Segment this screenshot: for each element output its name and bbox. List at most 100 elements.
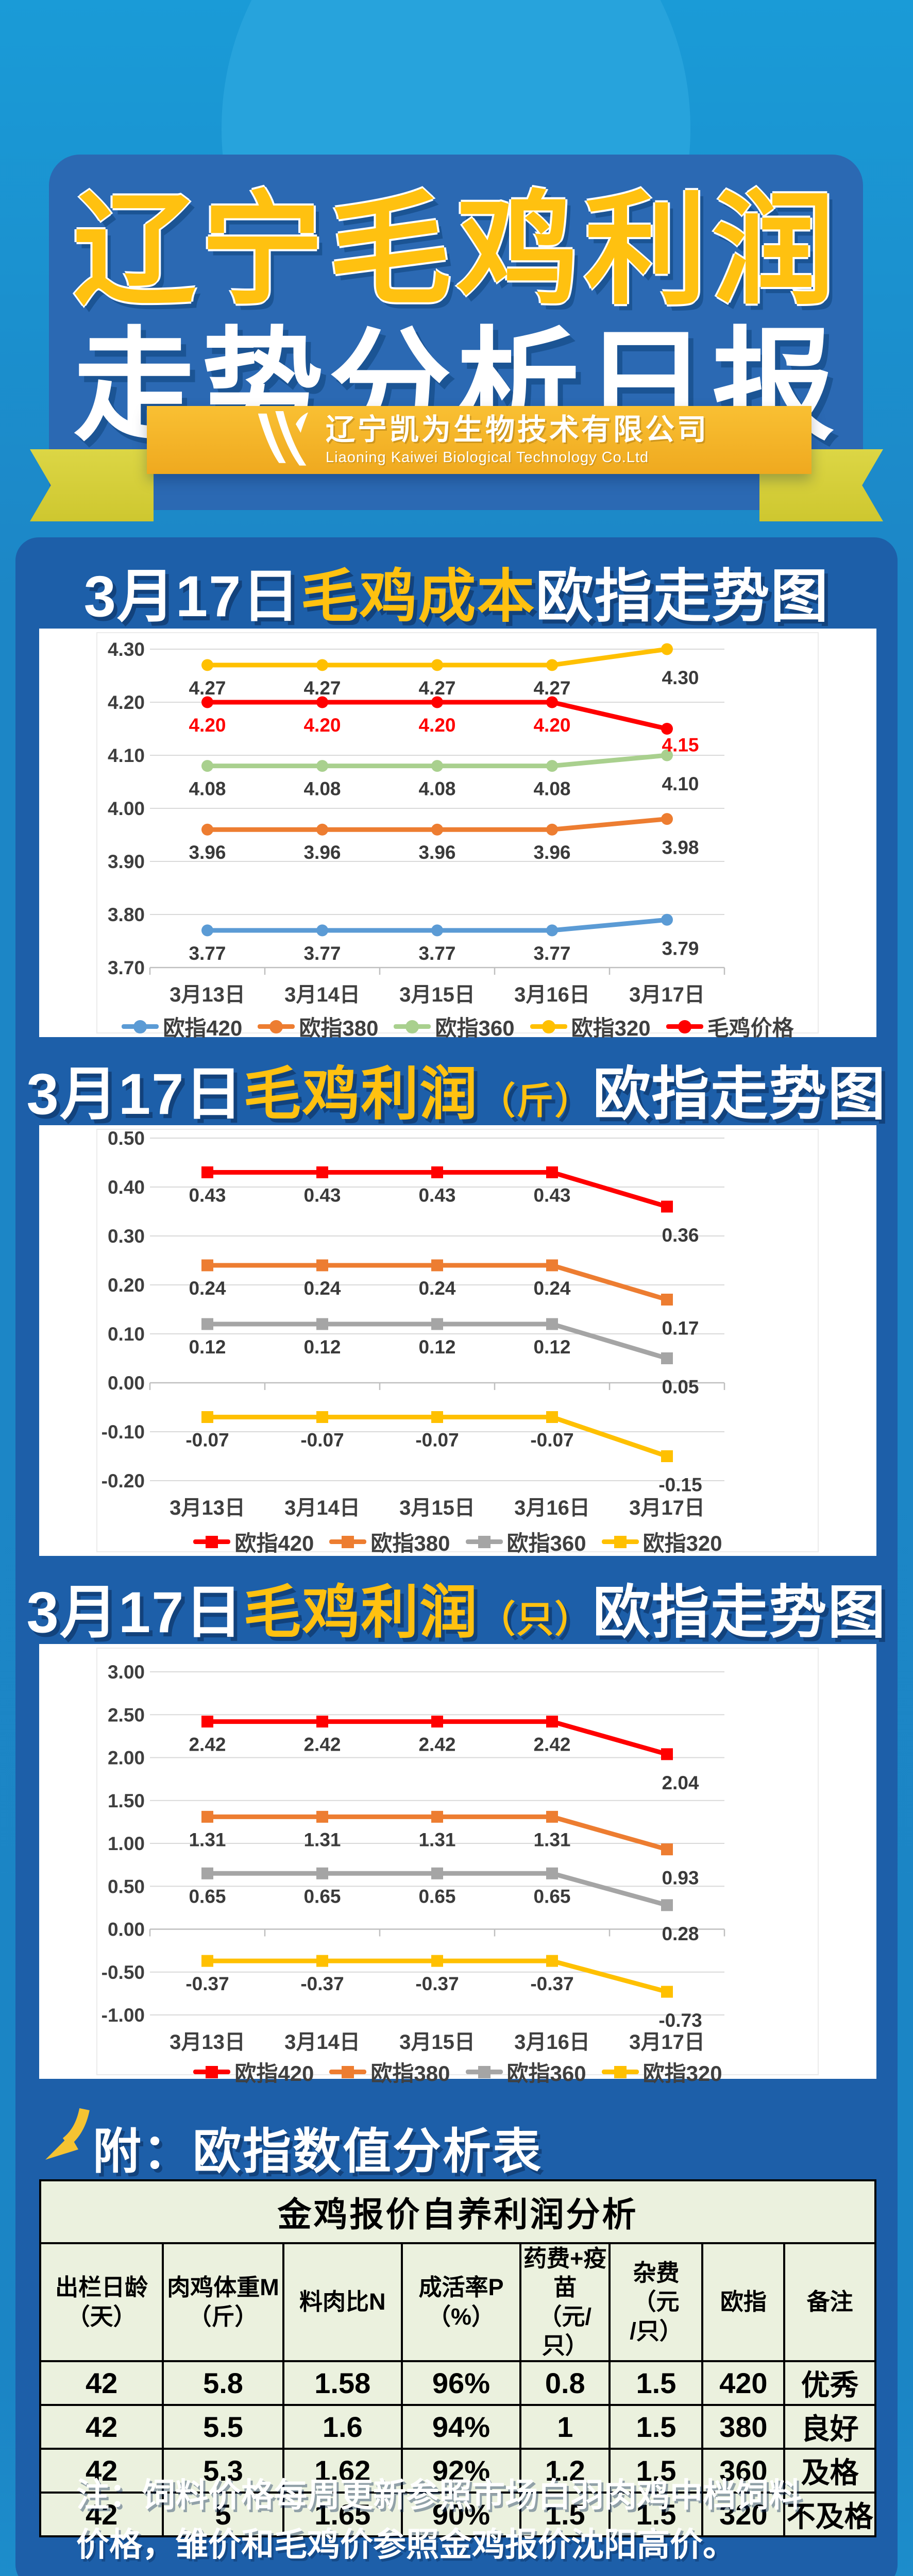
- line-chart-svg-1: 4.30 4.20 4.10 4.00 3.90 3.80 3.70 3.77 3.77 3.77…: [96, 632, 819, 1033]
- svg-text:3月16日: 3月16日: [514, 1497, 590, 1519]
- table-cell: 96%: [400, 2360, 522, 2406]
- table-cell: 不及格: [783, 2492, 876, 2537]
- svg-text:0.43: 0.43: [303, 1185, 341, 1206]
- svg-text:3.96: 3.96: [533, 842, 570, 863]
- legend-marker-icon: [465, 2065, 503, 2078]
- table-cell: 1: [519, 2404, 611, 2450]
- svg-text:3月15日: 3月15日: [399, 2031, 475, 2054]
- table-title: 金鸡报价自养利润分析: [39, 2179, 876, 2244]
- section2-paren: （斤）: [478, 1081, 593, 1122]
- table-cell: 42: [39, 2360, 164, 2406]
- table-cell: 42: [39, 2404, 164, 2450]
- svg-text:3.96: 3.96: [303, 842, 341, 863]
- legend-marker-icon: [601, 1535, 639, 1548]
- svg-text:-0.15: -0.15: [658, 1475, 702, 1496]
- svg-text:2.42: 2.42: [533, 1734, 570, 1755]
- svg-text:4.08: 4.08: [418, 778, 455, 800]
- svg-text:3月17日: 3月17日: [629, 1497, 705, 1519]
- table-row: 42 5.3 1.62 92% 1.2 1.5 360 及格: [39, 2448, 876, 2494]
- section-title-cost: 3月17日毛鸡成本欧指走势图: [0, 565, 913, 628]
- table-header-cell: 肉鸡体重M （斤）: [162, 2242, 284, 2362]
- note-line1: 注：饲料价格每周更新参照市场白羽肉鸡中档饲料: [76, 2477, 802, 2514]
- section2-date: 3月17日: [26, 1062, 244, 1126]
- svg-text:3.00: 3.00: [108, 1662, 145, 1683]
- legend-item: 欧指320: [601, 2056, 722, 2088]
- svg-text:3.79: 3.79: [662, 938, 699, 959]
- svg-text:4.08: 4.08: [533, 778, 570, 800]
- svg-text:3月13日: 3月13日: [170, 1497, 245, 1519]
- table-cell: 90%: [400, 2492, 522, 2537]
- table-header-cell: 料肉比N: [282, 2242, 403, 2362]
- svg-text:4.20: 4.20: [108, 692, 145, 713]
- section3-highlight: 毛鸡利润: [243, 1580, 479, 1645]
- svg-text:4.08: 4.08: [303, 778, 341, 800]
- svg-text:4.20: 4.20: [533, 715, 570, 736]
- table-cell: 5.5: [162, 2404, 284, 2450]
- svg-text:-0.07: -0.07: [415, 1430, 459, 1451]
- svg-text:0.50: 0.50: [108, 1876, 145, 1897]
- section2-suffix: 欧指走势图: [593, 1062, 887, 1126]
- table-cell: 320: [701, 2492, 786, 2537]
- section3-suffix: 欧指走势图: [593, 1580, 887, 1645]
- legend-label: 欧指380: [370, 1531, 450, 1555]
- profit-per-jin-chart-card: 0.50 0.40 0.30 0.20 0.10 0.00 -0.10 -0.20 0.43 0.…: [39, 1125, 876, 1556]
- legend-marker-icon: [666, 1020, 703, 1033]
- svg-text:3.70: 3.70: [108, 957, 145, 978]
- svg-text:0.24: 0.24: [533, 1278, 570, 1299]
- legend-item: 欧指420: [122, 1011, 242, 1042]
- svg-text:0.65: 0.65: [303, 1886, 341, 1907]
- legend-marker-icon: [329, 1535, 367, 1548]
- table-cell: 1.5: [608, 2492, 704, 2537]
- svg-text:3.77: 3.77: [189, 943, 226, 964]
- legend-item: 毛鸡价格: [666, 1011, 794, 1042]
- svg-text:4.08: 4.08: [189, 778, 226, 800]
- table-row: 42 5 1.65 90% 1.5 1.5 320 不及格: [39, 2492, 876, 2537]
- section3-date: 3月17日: [26, 1580, 244, 1645]
- svg-text:4.27: 4.27: [418, 677, 455, 699]
- table-cell: 1.65: [282, 2492, 403, 2537]
- svg-text:3.80: 3.80: [108, 904, 145, 925]
- svg-text:2.42: 2.42: [303, 1734, 341, 1755]
- table-cell: 360: [701, 2448, 786, 2494]
- svg-text:2.50: 2.50: [108, 1704, 145, 1725]
- table-cell: 42: [39, 2448, 164, 2494]
- svg-text:0.12: 0.12: [303, 1336, 341, 1358]
- table-cell: 1.5: [608, 2404, 704, 2450]
- svg-text:0.40: 0.40: [108, 1177, 145, 1198]
- analysis-table-wrap: 金鸡报价自养利润分析 出栏日龄 （天） 肉鸡体重M （斤） 料肉比N 成活率P （%） 药费+疫…: [39, 2179, 876, 2537]
- note-line2: 价格，雏价和毛鸡价参照金鸡报价沈阳高价。: [76, 2526, 736, 2563]
- svg-text:2.42: 2.42: [418, 1734, 455, 1755]
- svg-text:3月16日: 3月16日: [514, 984, 590, 1006]
- svg-text:0.24: 0.24: [303, 1278, 341, 1299]
- svg-text:0.93: 0.93: [662, 1868, 699, 1889]
- svg-text:1.50: 1.50: [108, 1790, 145, 1811]
- legend-label: 欧指380: [299, 1016, 379, 1040]
- legend-label: 欧指360: [435, 1016, 515, 1040]
- svg-text:4.15: 4.15: [662, 735, 699, 756]
- company-name-cn: 辽宁凯为生物技术有限公司: [326, 413, 709, 447]
- legend-item: 欧指380: [329, 1526, 450, 1557]
- note-text: 注：饲料价格每周更新参照市场白羽肉鸡中档饲料 价格，雏价和毛鸡价参照金鸡报价沈阳…: [76, 2470, 839, 2569]
- table-cell: 良好: [783, 2404, 876, 2450]
- svg-text:-0.20: -0.20: [102, 1470, 145, 1492]
- svg-text:0.65: 0.65: [418, 1886, 455, 1907]
- svg-text:0.28: 0.28: [662, 1923, 699, 1944]
- svg-text:0.65: 0.65: [533, 1886, 570, 1907]
- legend-marker-icon: [329, 2065, 367, 2078]
- svg-text:3月17日: 3月17日: [629, 2031, 705, 2054]
- table-cell: 5.8: [162, 2360, 284, 2406]
- analysis-table: 金鸡报价自养利润分析 出栏日龄 （天） 肉鸡体重M （斤） 料肉比N 成活率P （%） 药费+疫…: [39, 2179, 876, 2537]
- svg-text:0.00: 0.00: [108, 1372, 145, 1394]
- table-header-cell: 成活率P （%）: [400, 2242, 522, 2362]
- svg-text:0.12: 0.12: [533, 1336, 570, 1358]
- section-title-profit-jin: 3月17日毛鸡利润（斤）欧指走势图: [0, 1062, 913, 1126]
- svg-text:-0.37: -0.37: [300, 1973, 344, 1994]
- section1-suffix: 欧指走势图: [535, 564, 830, 629]
- section2-highlight: 毛鸡利润: [243, 1062, 479, 1126]
- svg-text:3月14日: 3月14日: [284, 1497, 360, 1519]
- svg-text:-0.50: -0.50: [102, 1962, 145, 1983]
- svg-text:4.10: 4.10: [662, 773, 699, 794]
- table-row: 42 5.8 1.58 96% 0.8 1.5 420 优秀: [39, 2360, 876, 2406]
- legend-item: 欧指360: [394, 1011, 515, 1042]
- svg-text:4.27: 4.27: [189, 677, 226, 699]
